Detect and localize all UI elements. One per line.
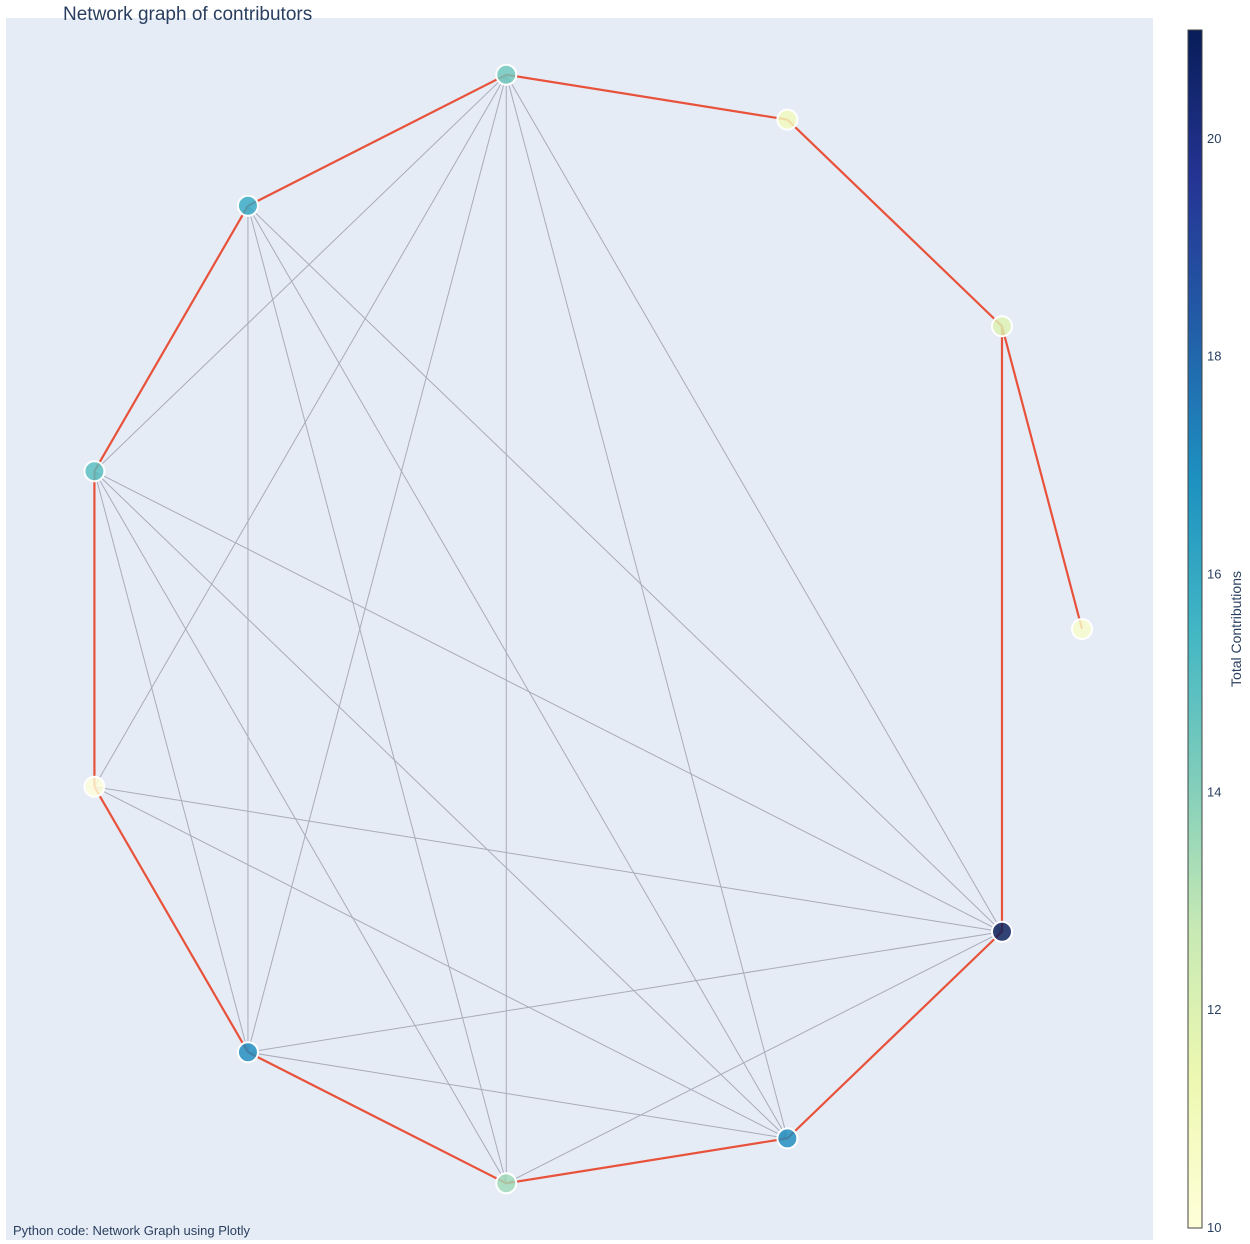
footnote: Python code: Network Graph using Plotly [13,1223,251,1238]
ring-edge-line [247,1051,507,1185]
edge-line [247,205,788,1139]
node-marker [776,1127,799,1150]
node-marker [1071,618,1093,640]
edge-line [247,931,1003,1053]
nodes-layer [83,63,1093,1195]
colorbar-ticks: 10 12 14 16 18 20 [1207,131,1221,1235]
ring-edge-line [786,118,1003,328]
node-marker [495,1172,518,1195]
edge-line [93,74,507,788]
edge-line [247,1051,788,1139]
node-marker [83,775,106,798]
ring-edge-line [506,73,788,121]
edge-line [94,786,788,1139]
colorbar-tick-label: 20 [1207,131,1221,146]
colorbar-gradient [1187,29,1203,1229]
edge-line [94,74,507,472]
node-marker [236,194,259,217]
colorbar-tick-label: 10 [1207,1220,1221,1235]
ring-edge-line [93,205,249,472]
ring-edges-layer [93,73,1084,1185]
ring-edge-line [786,930,1003,1140]
edge-line [506,931,1003,1184]
ring-edge-line [1000,325,1084,630]
edge-line [93,470,507,1184]
edge-line [94,470,1003,933]
edge-line [94,470,788,1139]
ring-edge-line [93,786,249,1053]
colorbar-title: Total Contributions [1228,571,1244,687]
edge-line [505,74,1003,933]
node-marker [83,460,106,483]
colorbar-tick-label: 18 [1207,349,1221,364]
node-marker [990,315,1013,338]
edge-line [94,786,1003,933]
node-marker [495,63,518,86]
colorbar-tick-label: 14 [1207,784,1221,799]
edge-line [505,74,788,1139]
colorbar-tick-label: 16 [1207,567,1221,582]
chart-title: Network graph of contributors [63,4,312,25]
edge-line [93,471,249,1053]
node-marker [990,920,1013,943]
edge-line [247,205,1003,933]
ring-edge-line [506,1137,788,1185]
node-marker [236,1041,259,1064]
node-marker [776,108,799,131]
edge-line [247,74,507,1053]
colorbar: 10 12 14 16 18 20 Total Contributions [1187,29,1244,1235]
plot-area [6,18,1153,1240]
ring-edge-line [247,73,507,207]
colorbar-tick-label: 12 [1207,1002,1221,1017]
edge-line [247,205,507,1184]
